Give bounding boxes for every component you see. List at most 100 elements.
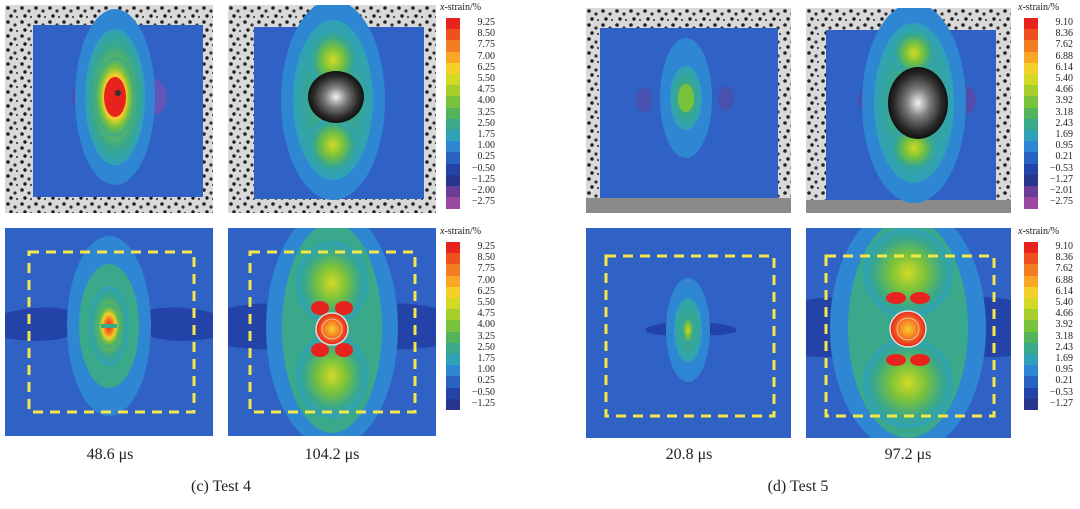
colorbar-tick-label: −1.27 [1049, 397, 1073, 409]
colorbar-tick-label: 0.25 [477, 375, 496, 387]
colorbar-swatch [1024, 309, 1038, 321]
colorbar-tick-label: 8.36 [1055, 28, 1074, 40]
test5-exp-20us-image [586, 8, 791, 213]
colorbar-tick-label: 7.00 [477, 50, 496, 62]
colorbar-tick-label: 1.69 [1055, 129, 1074, 140]
colorbar-swatch [1024, 118, 1038, 131]
colorbar-swatch [446, 387, 460, 400]
colorbar-tick-label: 6.25 [477, 285, 496, 297]
colorbar-tick-label: 6.14 [1055, 61, 1074, 73]
colorbar-swatch [446, 275, 460, 288]
colorbar-tick-label: 6.88 [1055, 274, 1074, 286]
colorbar-swatch [446, 354, 460, 366]
colorbar-swatch [1024, 130, 1038, 142]
colorbar-swatch [446, 85, 460, 97]
colorbar-tick-label: −0.50 [471, 386, 495, 398]
colorbar-tick-label: 3.18 [1055, 106, 1074, 118]
colorbar-swatch [1024, 387, 1038, 400]
colorbar-tick-label: 7.62 [1055, 39, 1074, 51]
colorbar-swatch [446, 320, 460, 333]
colorbar-tick-label: 0.25 [477, 151, 496, 163]
colorbar-tick-label: 7.00 [477, 274, 496, 286]
time-label-104-2us: 104.2 μs [304, 446, 360, 463]
colorbar-tick-label: 1.75 [477, 353, 496, 364]
colorbar-swatch [1024, 18, 1038, 30]
colorbar-swatch [446, 130, 460, 142]
colorbar-swatch [1024, 186, 1038, 198]
colorbar-swatch [446, 40, 460, 53]
colorbar-swatch [446, 96, 460, 109]
colorbar-swatch [1024, 141, 1038, 153]
colorbar-tick-label: 7.75 [477, 263, 496, 275]
colorbar-tick-label: 5.50 [477, 73, 496, 84]
colorbar-tick-label: 3.25 [477, 106, 496, 118]
colorbar-swatch [1024, 152, 1038, 165]
colorbar-tick-label: 1.69 [1055, 353, 1074, 364]
colorbar-tick-label: 2.50 [477, 341, 496, 353]
colorbar-tick-label: 8.50 [477, 28, 496, 40]
colorbar-tick-label: 9.25 [477, 241, 496, 252]
colorbar-tick-label: −1.27 [1049, 173, 1073, 185]
colorbar-tick-label: 4.75 [477, 84, 496, 96]
colorbar-swatch [446, 163, 460, 176]
colorbar-tick-label: 0.95 [1055, 140, 1074, 152]
colorbar-tick-label: −0.53 [1049, 386, 1073, 398]
colorbar-swatch [446, 118, 460, 131]
test4-exp-48us-image [5, 5, 213, 213]
colorbar-swatch [446, 309, 460, 321]
colorbar-swatch [1024, 342, 1038, 355]
colorbar-tick-label: 6.88 [1055, 50, 1074, 62]
colorbar-tick-label: 0.21 [1055, 151, 1074, 163]
colorbar-tick-label: 7.75 [477, 39, 496, 51]
colorbar-swatch [446, 253, 460, 265]
test5-exp-97us-image [806, 8, 1011, 213]
colorbar-swatch [1024, 365, 1038, 377]
colorbar-tick-label: 2.43 [1055, 117, 1074, 129]
colorbar-swatch [446, 398, 460, 411]
colorbar-tick-label: 0.95 [1055, 364, 1074, 376]
colorbar-swatch [1024, 51, 1038, 64]
colorbar-tick-label: 9.10 [1055, 241, 1074, 252]
test4-top-colorbar: x-strain/% 9.25 8.50 7.75 7.00 6.25 5.50 4.75 4… [440, 2, 500, 212]
colorbar-tick-label: 8.50 [477, 252, 496, 264]
colorbar-tick-label: 1.00 [477, 364, 496, 376]
colorbar-swatch [1024, 354, 1038, 366]
test5-sim-20us-image [586, 228, 791, 438]
colorbar-swatch [1024, 197, 1038, 209]
colorbar-swatch [1024, 320, 1038, 333]
colorbar-swatch [1024, 85, 1038, 97]
colorbar-swatch [1024, 275, 1038, 288]
colorbar-swatch [446, 286, 460, 299]
colorbar-swatch [446, 186, 460, 198]
colorbar-swatch [446, 141, 460, 153]
colorbar-tick-label: −1.25 [471, 397, 495, 409]
colorbar-tick-label: 2.43 [1055, 341, 1074, 353]
colorbar-swatch [446, 264, 460, 277]
colorbar-swatch [446, 62, 460, 75]
test5-sim-97us-image [806, 228, 1011, 438]
subfigure-caption-test4: (c) Test 4 [191, 478, 251, 495]
colorbar-title: x-strain/% [1018, 2, 1060, 13]
colorbar-title: x-strain/% [1018, 226, 1060, 237]
colorbar-swatch [1024, 286, 1038, 299]
colorbar-swatch [446, 74, 460, 86]
colorbar-tick-label: 3.92 [1055, 319, 1074, 331]
colorbar-swatch [1024, 376, 1038, 389]
test4-sim-48us-image [5, 228, 213, 436]
colorbar-swatch [1024, 298, 1038, 310]
test5-top-colorbar: x-strain/% 9.10 8.36 7.62 6.88 6.14 5.40 4.66 3… [1018, 2, 1078, 212]
test4-exp-104us-image [228, 5, 436, 213]
colorbar-tick-label: 4.66 [1055, 308, 1074, 320]
colorbar-tick-label: 9.25 [477, 17, 496, 28]
colorbar-tick-label: 5.40 [1055, 297, 1074, 308]
colorbar-tick-label: −1.25 [471, 173, 495, 185]
colorbar-tick-label: 0.21 [1055, 375, 1074, 387]
colorbar-swatch [1024, 163, 1038, 176]
colorbar-tick-label: 3.92 [1055, 95, 1074, 107]
colorbar-tick-label: −0.53 [1049, 162, 1073, 174]
subfigure-caption-test5: (d) Test 5 [767, 478, 829, 495]
colorbar-tick-label: 5.50 [477, 297, 496, 308]
test4-bottom-colorbar: x-strain/% 9.25 8.50 7.75 7.00 6.25 5.50 4.75 4… [440, 226, 500, 416]
colorbar-swatch [1024, 74, 1038, 86]
colorbar-tick-label: 3.18 [1055, 330, 1074, 342]
